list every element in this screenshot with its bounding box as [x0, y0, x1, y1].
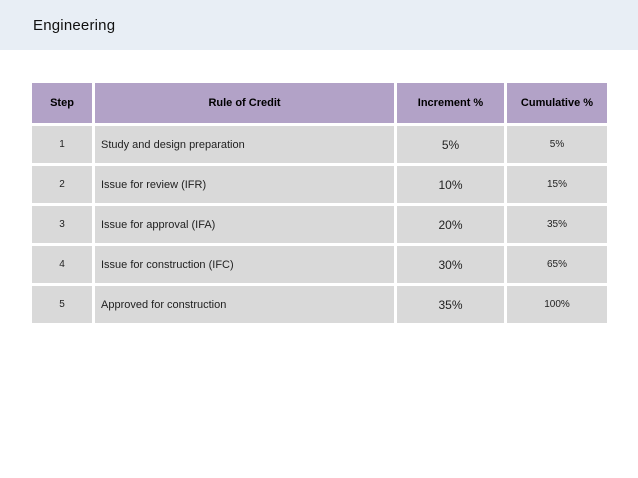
table-cell-cumulative: 35% — [507, 206, 607, 243]
table-cell-step: 2 — [32, 166, 92, 203]
table-cell-increment: 35% — [397, 286, 504, 323]
table-cell-step: 1 — [32, 126, 92, 163]
column-header-step: Step — [32, 83, 92, 123]
table-cell-increment: 10% — [397, 166, 504, 203]
table-cell-cumulative: 15% — [507, 166, 607, 203]
table-cell-rule: Approved for construction — [95, 286, 394, 323]
table-cell-increment: 5% — [397, 126, 504, 163]
table-cell-step: 5 — [32, 286, 92, 323]
table-cell-step: 4 — [32, 246, 92, 283]
column-header-cumulative: Cumulative % — [507, 83, 607, 123]
table-cell-increment: 20% — [397, 206, 504, 243]
table-cell-cumulative: 5% — [507, 126, 607, 163]
table-cell-cumulative: 100% — [507, 286, 607, 323]
column-header-increment: Increment % — [397, 83, 504, 123]
table-cell-rule: Issue for construction (IFC) — [95, 246, 394, 283]
table-cell-rule: Issue for review (IFR) — [95, 166, 394, 203]
page-title: Engineering — [33, 16, 116, 34]
table-cell-cumulative: 65% — [507, 246, 607, 283]
table-cell-step: 3 — [32, 206, 92, 243]
column-header-rule: Rule of Credit — [95, 83, 394, 123]
table-cell-increment: 30% — [397, 246, 504, 283]
table-cell-rule: Study and design preparation — [95, 126, 394, 163]
table-cell-rule: Issue for approval (IFA) — [95, 206, 394, 243]
rule-of-credit-table: Step Rule of Credit Increment % Cumulati… — [32, 83, 607, 323]
title-bar: Engineering — [0, 0, 638, 50]
